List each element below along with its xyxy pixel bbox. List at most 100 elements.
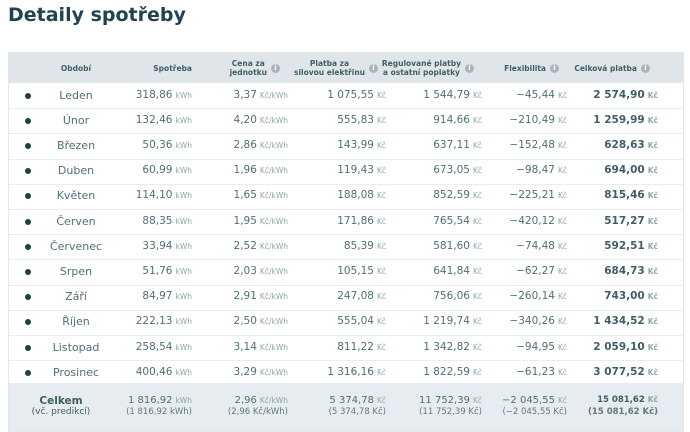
cell-unit: Kč/kWh bbox=[259, 115, 288, 125]
cell-value: 222,13 bbox=[135, 315, 173, 328]
cell: 247,08 Kč bbox=[337, 290, 386, 302]
cell-unit: Kč bbox=[472, 141, 482, 150]
total-cell: 1 816,92 kWh bbox=[128, 395, 192, 406]
cell-value: −340,26 bbox=[509, 315, 555, 328]
total-sub: (11 752,39 Kč) bbox=[419, 407, 482, 417]
header-text: Regulované platby a ostatní poplatky bbox=[382, 59, 461, 77]
header-line: silovou elektřinu bbox=[293, 68, 365, 77]
cell-unit: Kč/kWh bbox=[259, 267, 288, 276]
cell: 1 822,59 Kč bbox=[423, 366, 482, 378]
cell-unit: Kč bbox=[472, 216, 482, 226]
cell: 143,99 Kč bbox=[337, 139, 386, 151]
info-icon[interactable]: i bbox=[369, 63, 378, 73]
header-text: Spotřeba bbox=[153, 64, 192, 73]
total-value: 1 816,92 bbox=[127, 395, 173, 406]
cell-value: 914,66 bbox=[433, 113, 470, 126]
cell-unit: Kč/kWh bbox=[259, 216, 288, 226]
cell-value: 811,22 bbox=[337, 340, 374, 353]
cell: 85,39 Kč bbox=[344, 240, 386, 252]
cell-value: 1,96 bbox=[233, 164, 257, 177]
cell-value: −74,48 bbox=[516, 239, 555, 252]
status-dot bbox=[25, 344, 31, 351]
cell-value: −45,44 bbox=[516, 88, 555, 101]
cell-unit: Kč/kWh bbox=[259, 141, 288, 150]
month: Červen bbox=[56, 214, 96, 228]
status-dot bbox=[25, 92, 31, 99]
cell-unit: Kč bbox=[376, 216, 386, 226]
cell-unit: Kč bbox=[557, 241, 567, 251]
total-unit: Kč bbox=[557, 396, 567, 405]
cell-unit: Kč bbox=[557, 342, 567, 352]
cell-value: 400,46 bbox=[135, 365, 173, 378]
cell: 50,36 kWh bbox=[142, 139, 192, 151]
cell: 222,13 kWh bbox=[136, 315, 192, 327]
cell-unit: Kč bbox=[376, 191, 386, 201]
cell: −61,23 Kč bbox=[516, 366, 567, 378]
month: Září bbox=[65, 290, 87, 304]
total-unit: Kč bbox=[647, 395, 658, 404]
total-cell: −2 045,55 Kč bbox=[502, 395, 567, 406]
info-icon[interactable]: i bbox=[641, 63, 650, 73]
cell: 765,54 Kč bbox=[433, 215, 482, 227]
cell-value: 171,86 bbox=[337, 214, 374, 227]
cell-unit: Kč bbox=[557, 141, 567, 150]
cell: 171,86 Kč bbox=[337, 215, 386, 227]
cell-unit: Kč bbox=[647, 90, 658, 100]
cell-value: 258,54 bbox=[135, 340, 173, 353]
cell-value: 2,50 bbox=[233, 315, 257, 328]
cell-value: 555,83 bbox=[337, 113, 374, 126]
legend-label: Potvrzeno bbox=[488, 0, 533, 1]
cell: 756,06 Kč bbox=[433, 290, 482, 302]
cell-value: 247,08 bbox=[337, 290, 374, 303]
cell-unit: Kč/kWh bbox=[259, 241, 288, 251]
cell-value: 1 219,74 bbox=[423, 315, 470, 328]
info-icon[interactable]: i bbox=[465, 63, 474, 73]
header-line: Období bbox=[60, 63, 92, 73]
cell-unit: Kč bbox=[647, 317, 658, 327]
status-dot bbox=[25, 369, 31, 376]
cell-unit: Kč bbox=[557, 216, 567, 226]
cell: 581,60 Kč bbox=[433, 240, 482, 252]
total-unit: Kč bbox=[376, 396, 386, 405]
cell: 1,65 Kč/kWh bbox=[234, 189, 288, 201]
cell-unit: Kč bbox=[557, 115, 567, 125]
cell: −45,44 Kč bbox=[516, 89, 567, 101]
status-dot bbox=[25, 269, 31, 275]
cell-unit: Kč bbox=[647, 367, 658, 377]
info-icon[interactable]: i bbox=[271, 63, 280, 73]
cell-unit: Kč bbox=[472, 115, 482, 125]
cell: 684,73 Kč bbox=[604, 265, 658, 277]
cell-value: 555,04 bbox=[337, 315, 374, 328]
month: Leden bbox=[59, 88, 93, 102]
cell: 4,20 Kč/kWh bbox=[234, 114, 288, 126]
cell-value: 50,36 bbox=[142, 139, 173, 151]
total-value: −2 045,55 bbox=[502, 395, 555, 406]
cell-unit: kWh bbox=[175, 90, 192, 100]
cell: 3,14 Kč/kWh bbox=[234, 341, 288, 353]
cell: 815,46 Kč bbox=[604, 189, 658, 201]
cell-value: 1 822,59 bbox=[423, 365, 470, 378]
cell: 1 544,79 Kč bbox=[423, 89, 482, 101]
column-header: Platba za silovou elektřinu i bbox=[294, 53, 378, 83]
row-divider bbox=[9, 209, 683, 210]
cell-value: 1,65 bbox=[233, 189, 257, 202]
month: Srpen bbox=[59, 265, 93, 278]
cell: 3,29 Kč/kWh bbox=[234, 366, 288, 378]
cell-unit: Kč bbox=[376, 267, 386, 276]
row-divider bbox=[9, 108, 683, 110]
cell-value: 2,86 bbox=[233, 139, 257, 151]
cell-value: 119,43 bbox=[337, 164, 374, 177]
cell-value: 673,05 bbox=[433, 164, 470, 177]
cell: −62,27 Kč bbox=[516, 265, 567, 277]
cell-unit: Kč/kWh bbox=[259, 342, 288, 352]
cell: 592,51 Kč bbox=[604, 240, 658, 252]
row-divider bbox=[9, 360, 683, 362]
info-icon[interactable]: i bbox=[550, 63, 559, 73]
cell-value: 33,94 bbox=[142, 239, 173, 252]
cell-unit: Kč/kWh bbox=[259, 367, 288, 377]
legend-item: Nepotvrzeno bbox=[550, 0, 621, 1]
cell: −340,26 Kč bbox=[509, 315, 567, 327]
cell-unit: Kč bbox=[376, 367, 386, 377]
cell-value: 2 574,90 bbox=[593, 88, 645, 101]
total-sub: (5 374,78 Kč) bbox=[328, 407, 386, 417]
